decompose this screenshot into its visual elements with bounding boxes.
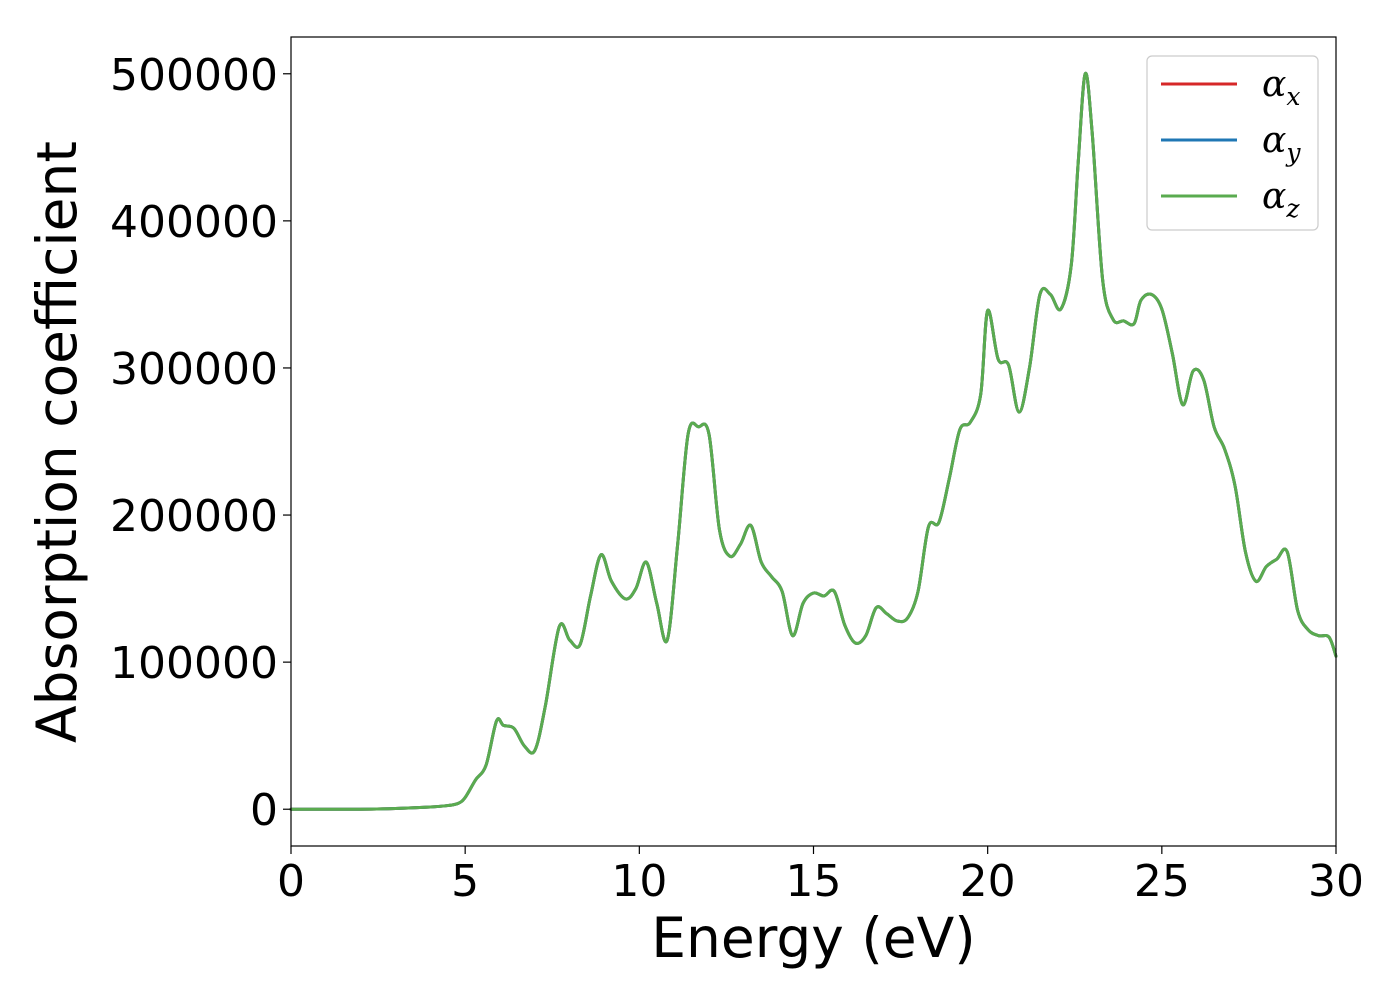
y-tick-label: 400000 <box>110 197 278 248</box>
x-tick-label: 0 <box>277 856 305 907</box>
x-tick-label: 10 <box>611 856 667 907</box>
x-tick-label: 15 <box>786 856 842 907</box>
series-line-z <box>289 71 1338 811</box>
y-tick-label: 500000 <box>110 50 278 101</box>
x-tick-label: 20 <box>960 856 1016 907</box>
y-tick-label: 200000 <box>110 491 278 542</box>
y-tick-label: 300000 <box>110 344 278 395</box>
x-axis: 0 5 10 15 20 25 30 <box>277 846 1364 907</box>
x-axis-label: Energy (eV) <box>651 906 975 970</box>
x-tick-label: 5 <box>451 856 479 907</box>
x-tick-label: 25 <box>1134 856 1190 907</box>
series-layer <box>289 71 1338 811</box>
legend-label-y: αy <box>1262 120 1301 167</box>
y-axis: 0 100000 200000 300000 400000 500000 <box>110 50 291 836</box>
legend-label-x: αx <box>1262 64 1300 111</box>
legend-box <box>1146 55 1319 231</box>
y-tick-label: 100000 <box>110 638 278 689</box>
y-axis-label: Absorption coefficient <box>25 141 89 743</box>
legend-label-z: αz <box>1262 176 1300 223</box>
x-tick-label: 30 <box>1308 856 1364 907</box>
y-tick-label: 0 <box>250 785 278 836</box>
legend: αx αy αz <box>1146 55 1319 231</box>
